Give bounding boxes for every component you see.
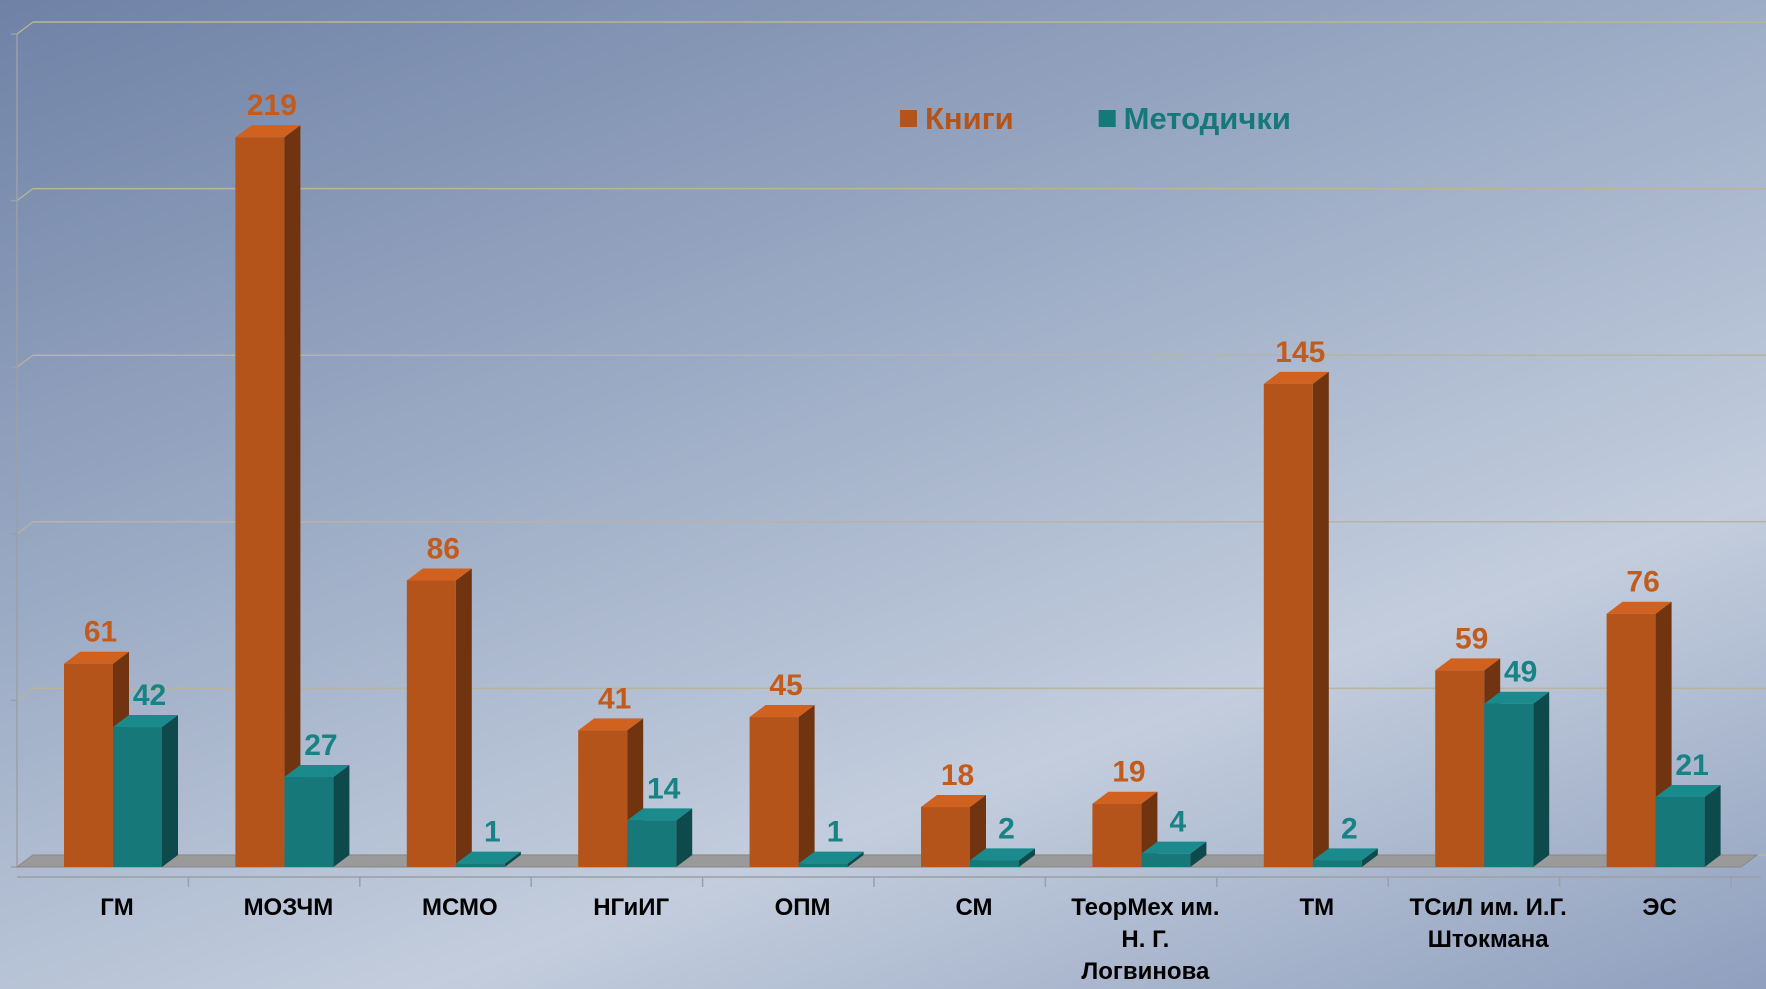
bar (798, 863, 848, 867)
grid-depth (16, 687, 34, 701)
bar-top (1312, 848, 1378, 861)
x-tick-label: НГиИГ (593, 894, 670, 921)
bar (1141, 853, 1191, 867)
bar-top (1092, 791, 1158, 804)
grid-depth (16, 21, 34, 35)
bar (578, 730, 628, 867)
bar-top (627, 808, 693, 821)
bar (921, 807, 970, 867)
bar-top (406, 568, 472, 581)
bar-side (1704, 785, 1721, 867)
x-tick-label: МОЗЧМ (243, 894, 334, 921)
value-label: 1 (484, 816, 501, 849)
bar-top (1435, 658, 1501, 671)
grid-depth (16, 188, 34, 202)
x-tick-label: ЭС (1642, 894, 1677, 921)
grid-depth (16, 354, 34, 368)
bar (113, 727, 162, 867)
bar-side (676, 808, 693, 867)
bar-side (504, 851, 521, 867)
legend-swatch (1098, 110, 1116, 127)
value-label: 219 (247, 89, 297, 122)
value-label: 14 (647, 772, 681, 805)
value-label: 18 (941, 759, 974, 792)
legend-swatch (900, 110, 917, 127)
bar (406, 580, 456, 867)
bar (970, 860, 1019, 867)
value-label: 19 (1112, 756, 1145, 789)
value-label: 1 (827, 816, 844, 849)
bar-top (284, 765, 350, 778)
bar (235, 137, 285, 868)
bar-side (284, 125, 301, 868)
bar (1435, 670, 1485, 867)
bar-side (847, 851, 864, 867)
value-label: 45 (769, 669, 802, 702)
bar-side (1533, 691, 1550, 867)
bar-side (455, 568, 472, 867)
x-tick-label: ТМ (1299, 894, 1335, 921)
bar-side (1190, 841, 1207, 867)
bar-side (1361, 848, 1378, 867)
value-label: 4 (1170, 806, 1187, 839)
value-label: 2 (1341, 812, 1358, 845)
bar-top (1484, 691, 1550, 704)
bar-top (455, 851, 521, 864)
value-label: 61 (84, 616, 117, 649)
bar-top (1606, 601, 1672, 614)
bar-side (162, 715, 178, 867)
bar-top (749, 705, 815, 718)
value-label: 76 (1626, 566, 1659, 599)
bar-top (1141, 841, 1207, 854)
bar (627, 820, 677, 867)
value-label: 42 (133, 679, 166, 712)
bar (1606, 613, 1656, 867)
bar-top (798, 851, 864, 864)
grid-depth (16, 521, 34, 535)
x-tick-label: СМ (955, 894, 993, 921)
bar (1484, 703, 1534, 867)
bar-top (64, 651, 129, 664)
legend-label: Книги (925, 101, 1014, 136)
bar-top (921, 795, 986, 808)
x-tick-label: ГМ (100, 894, 134, 921)
value-label: 59 (1455, 622, 1488, 655)
bar (64, 663, 113, 867)
bar-top (1655, 785, 1721, 798)
value-label: 145 (1275, 336, 1325, 369)
bar-side (333, 765, 350, 867)
bar (1092, 803, 1142, 867)
bar (455, 863, 505, 867)
bar-side (1019, 848, 1035, 867)
legend-label: Методички (1124, 101, 1291, 136)
value-label: 27 (304, 729, 337, 762)
bar-top (235, 125, 301, 138)
value-label: 86 (427, 532, 460, 565)
bar (284, 777, 334, 867)
bar-side (798, 705, 815, 867)
bar-top (970, 848, 1035, 861)
bar-top (1263, 371, 1329, 384)
x-tick-label: ОПМ (774, 894, 831, 921)
x-tick-label: МСМО (421, 894, 498, 921)
value-label: 41 (598, 682, 631, 715)
x-tick-label: ТСиЛ им. И.Г. Штокмана (1409, 894, 1567, 953)
bar (1655, 797, 1705, 867)
bar-side (1312, 371, 1329, 867)
bar (749, 717, 799, 867)
x-tick-label: ТеорМех им. Н. Г. Логвинова (1071, 894, 1220, 985)
bar (1312, 860, 1362, 867)
bar-side (970, 795, 986, 867)
bar-top (113, 715, 178, 728)
bar-top (578, 718, 644, 731)
bar (1263, 383, 1313, 867)
value-label: 2 (998, 812, 1015, 845)
value-label: 21 (1675, 749, 1708, 782)
value-label: 49 (1504, 656, 1537, 689)
